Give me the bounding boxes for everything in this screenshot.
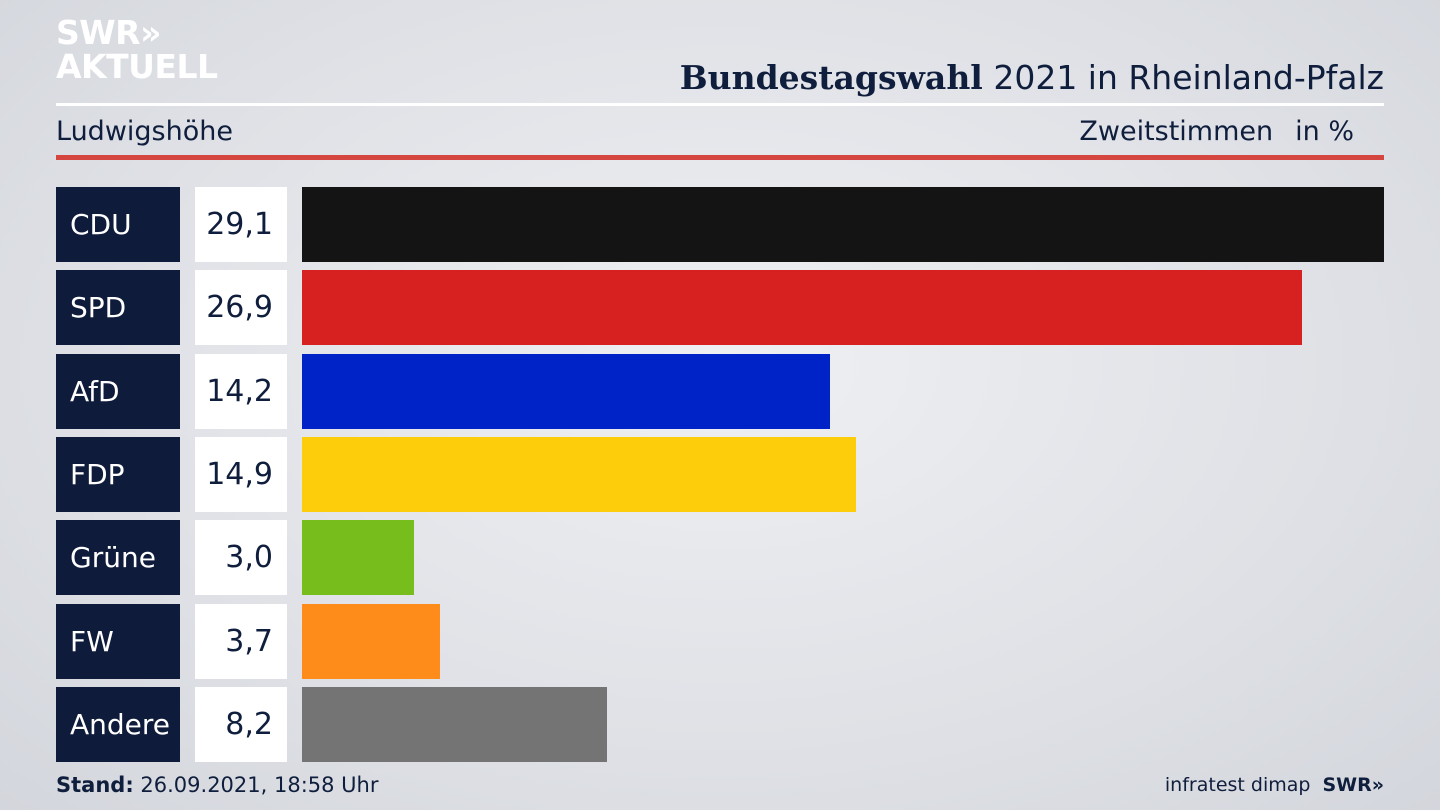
value-label: 14,2 [195, 353, 287, 429]
value-label: 14,9 [195, 436, 287, 512]
timestamp: Stand: 26.09.2021, 18:58 Uhr [56, 771, 379, 799]
party-label: FW [56, 603, 180, 679]
stand-value: 26.09.2021, 18:58 Uhr [133, 773, 379, 797]
bar-row: Andere 8,2 [56, 686, 1384, 762]
swr-aktuell-logo: SWR» AKTUELL [56, 16, 218, 84]
party-label: SPD [56, 270, 180, 346]
metric-label: Zweitstimmen in % [1079, 115, 1354, 149]
bar [302, 686, 607, 762]
bar [302, 187, 1384, 262]
title-rest: 2021 in Rheinland-Pfalz [982, 58, 1384, 97]
bar [302, 436, 856, 512]
value-label: 8,2 [195, 686, 287, 762]
bar [302, 270, 1302, 346]
party-label: AfD [56, 353, 180, 429]
stand-label: Stand: [56, 773, 134, 797]
source-name: infratest dimap [1164, 774, 1311, 796]
logo-line2: AKTUELL [56, 47, 218, 86]
value-label: 3,7 [195, 603, 287, 679]
title-bold: Bundestagswahl [679, 58, 983, 97]
party-label: Andere [56, 686, 180, 762]
value-label: 29,1 [195, 187, 287, 262]
logo-line1: SWR» [56, 13, 161, 52]
bar-row: SPD 26,9 [56, 270, 1384, 346]
bar [302, 353, 830, 429]
bar-row: Grüne 3,0 [56, 520, 1384, 596]
bar-row: AfD 14,2 [56, 353, 1384, 429]
source-brand: SWR» [1322, 774, 1384, 796]
party-label: FDP [56, 436, 180, 512]
bar-row: FDP 14,9 [56, 436, 1384, 512]
accent-divider [56, 155, 1384, 160]
bar-row: FW 3,7 [56, 603, 1384, 679]
header-divider [56, 103, 1384, 106]
bar-row: CDU 29,1 [56, 187, 1384, 262]
chart-title: Bundestagswahl 2021 in Rheinland-Pfalz [680, 58, 1384, 98]
metric-unit: in % [1295, 116, 1354, 147]
value-label: 26,9 [195, 270, 287, 346]
value-label: 3,0 [195, 520, 287, 596]
party-label: Grüne [56, 520, 180, 596]
region-label: Ludwigshöhe [56, 116, 233, 147]
party-label: CDU [56, 187, 180, 262]
metric-name: Zweitstimmen [1079, 116, 1274, 147]
source-credit: infratest dimap SWR» [1165, 772, 1384, 798]
bar [302, 603, 440, 679]
bar [302, 520, 414, 596]
